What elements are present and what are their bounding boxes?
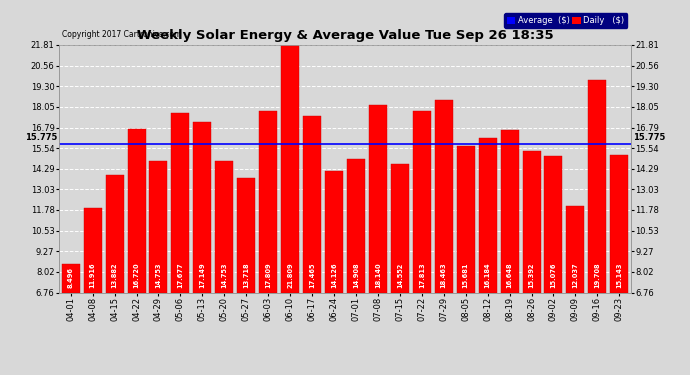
Text: 8.496: 8.496 <box>68 267 74 288</box>
Bar <box>193 122 211 292</box>
Bar <box>106 176 124 292</box>
Text: 18.463: 18.463 <box>441 262 446 288</box>
Text: 13.718: 13.718 <box>244 262 249 288</box>
Text: 15.775: 15.775 <box>633 133 665 142</box>
Text: 17.813: 17.813 <box>419 262 425 288</box>
Bar <box>237 178 255 292</box>
Bar <box>522 150 540 292</box>
Text: 19.708: 19.708 <box>594 262 600 288</box>
Text: 12.037: 12.037 <box>573 262 578 288</box>
Text: 18.140: 18.140 <box>375 262 381 288</box>
Text: 17.149: 17.149 <box>199 262 206 288</box>
Text: 14.126: 14.126 <box>331 262 337 288</box>
Bar <box>83 208 101 292</box>
Text: 16.184: 16.184 <box>484 262 491 288</box>
Text: 13.882: 13.882 <box>112 262 117 288</box>
Text: Copyright 2017 Cartronics.com: Copyright 2017 Cartronics.com <box>62 30 181 39</box>
Text: 17.809: 17.809 <box>265 262 271 288</box>
Bar <box>150 161 168 292</box>
Bar <box>457 146 475 292</box>
Text: 16.648: 16.648 <box>506 262 513 288</box>
Text: 14.552: 14.552 <box>397 262 403 288</box>
Bar <box>325 171 343 292</box>
Text: 15.143: 15.143 <box>616 262 622 288</box>
Text: 15.392: 15.392 <box>529 262 535 288</box>
Bar <box>128 129 146 292</box>
Bar <box>544 156 562 292</box>
Bar <box>435 100 453 292</box>
Bar <box>259 111 277 292</box>
Text: 17.465: 17.465 <box>309 262 315 288</box>
Text: 15.775: 15.775 <box>25 133 57 142</box>
Bar <box>61 264 80 292</box>
Text: 15.681: 15.681 <box>463 262 469 288</box>
Text: 21.809: 21.809 <box>287 262 293 288</box>
Bar <box>566 206 584 292</box>
Bar <box>391 164 409 292</box>
Bar <box>215 161 233 292</box>
Text: 11.916: 11.916 <box>90 262 96 288</box>
Bar <box>479 138 497 292</box>
Bar <box>171 113 190 292</box>
Title: Weekly Solar Energy & Average Value Tue Sep 26 18:35: Weekly Solar Energy & Average Value Tue … <box>137 30 553 42</box>
Bar <box>369 105 387 292</box>
Bar <box>303 117 321 292</box>
Bar <box>281 45 299 292</box>
Text: 16.720: 16.720 <box>134 262 139 288</box>
Text: 14.753: 14.753 <box>155 262 161 288</box>
Bar <box>347 159 365 292</box>
Text: 14.908: 14.908 <box>353 262 359 288</box>
Bar <box>500 130 519 292</box>
Text: 14.753: 14.753 <box>221 262 227 288</box>
Text: 15.076: 15.076 <box>551 262 556 288</box>
Bar <box>589 80 607 292</box>
Bar <box>610 154 629 292</box>
Legend: Average  ($), Daily   ($): Average ($), Daily ($) <box>504 13 627 28</box>
Text: 17.677: 17.677 <box>177 262 184 288</box>
Bar <box>413 111 431 292</box>
